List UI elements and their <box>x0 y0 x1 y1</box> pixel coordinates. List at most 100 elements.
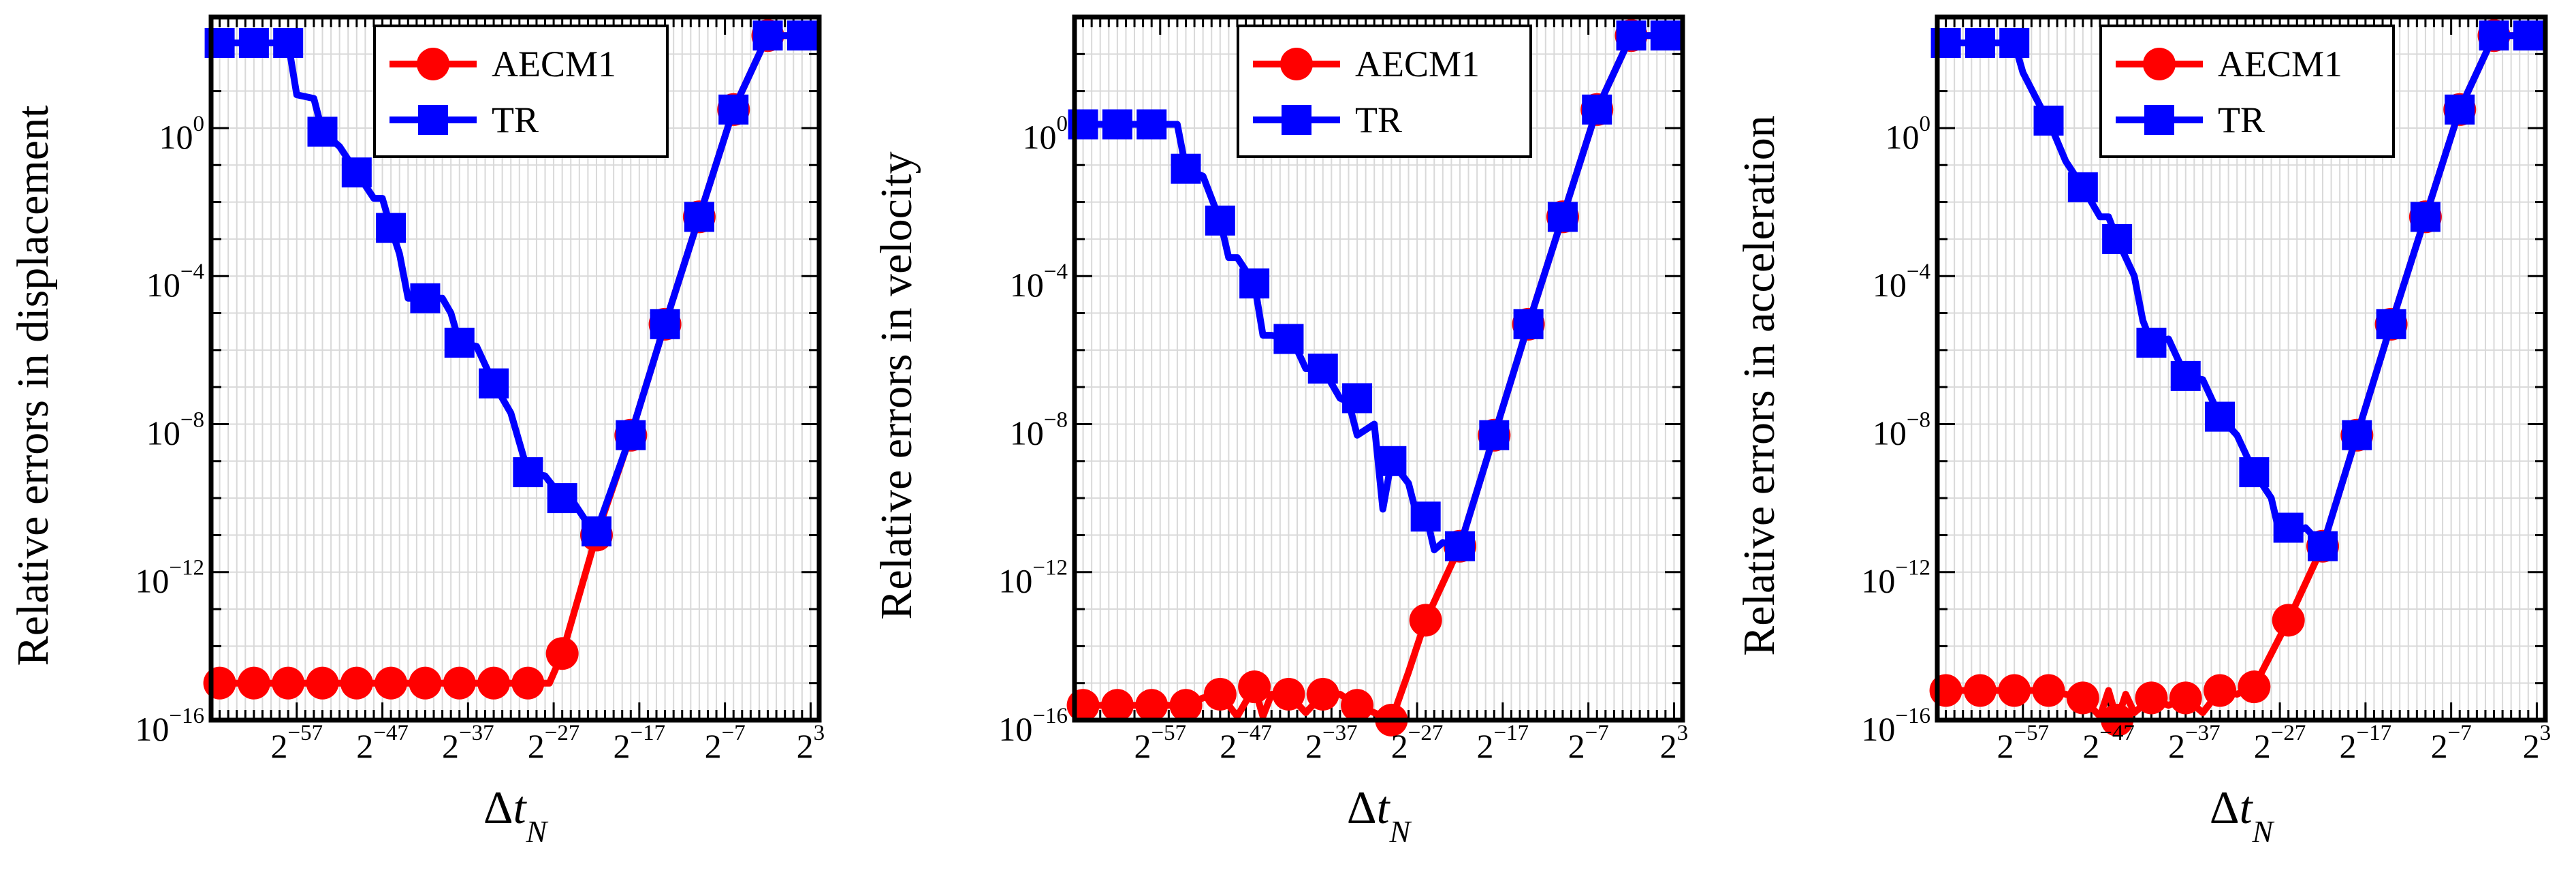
legend-marker-square <box>2144 105 2174 135</box>
data-point-aecm1 <box>237 666 270 700</box>
data-point-tr <box>307 117 338 147</box>
x-tick-label: 23 <box>797 721 825 765</box>
data-point-tr <box>650 309 680 339</box>
data-point-tr <box>616 420 646 450</box>
y-tick-label: 100 <box>1023 112 1068 156</box>
x-axis-label: ΔtN <box>483 781 549 849</box>
data-point-tr <box>2445 94 2475 125</box>
data-point-aecm1 <box>272 666 305 700</box>
y-tick-label: 10−12 <box>998 556 1068 600</box>
x-tick-label: 23 <box>1660 721 1689 765</box>
legend-marker-circle <box>417 48 449 80</box>
x-tick-label: 2−27 <box>1391 721 1444 765</box>
y-tick-label: 10−4 <box>1873 260 1930 304</box>
data-point-aecm1 <box>1135 689 1168 722</box>
y-tick-label: 10−8 <box>146 407 204 452</box>
data-point-aecm1 <box>1169 689 1203 722</box>
data-point-aecm1 <box>2238 670 2271 704</box>
data-point-tr <box>2376 309 2406 339</box>
data-point-tr <box>547 483 577 514</box>
y-tick-label: 10−4 <box>1010 260 1068 304</box>
data-point-tr <box>1650 20 1681 51</box>
legend-label: AECM1 <box>2218 44 2342 84</box>
series-tr <box>1068 20 1681 561</box>
data-point-aecm1 <box>2135 681 2168 715</box>
y-tick-label: 10−4 <box>146 260 204 304</box>
y-axis-label: Relative errors in acceleration <box>1734 115 1784 655</box>
x-tick-label: 23 <box>2523 721 2551 765</box>
x-axis-label: ΔtN <box>1347 781 1412 849</box>
legend: AECM1 TR <box>373 25 669 158</box>
legend-label: TR <box>2218 99 2265 140</box>
legend-marker-circle <box>2143 48 2176 80</box>
data-point-tr <box>1273 324 1304 354</box>
data-point-aecm1 <box>1929 674 1962 707</box>
y-tick-label: 10−12 <box>135 556 204 600</box>
data-point-tr <box>1582 94 1612 125</box>
grid <box>1937 16 2545 721</box>
data-point-tr <box>376 213 407 243</box>
data-point-aecm1 <box>443 666 476 700</box>
data-point-tr <box>410 283 441 313</box>
legend-label: TR <box>1355 99 1402 140</box>
series-tr <box>204 20 817 546</box>
data-point-tr <box>752 20 783 51</box>
data-point-aecm1 <box>203 666 236 700</box>
data-point-aecm1 <box>511 666 545 700</box>
data-point-tr <box>2136 327 2167 358</box>
chart-panel-3: 2−57 2−47 2−37 2−27 2−17 2−7 23 100 10−4 10−8 10−1… <box>1734 14 2551 849</box>
y-axis-label: Relative errors in velocity <box>872 151 921 619</box>
data-point-aecm1 <box>545 637 579 670</box>
data-point-tr <box>2170 360 2201 391</box>
y-tick-label: 10−8 <box>1873 407 1930 452</box>
x-axis-label: ΔtN <box>2210 781 2275 849</box>
data-point-aecm1 <box>2066 681 2099 715</box>
legend-label: AECM1 <box>492 44 616 84</box>
legend: AECM1 TR <box>2099 25 2395 158</box>
data-point-tr <box>1513 309 1544 339</box>
data-point-tr <box>2513 20 2543 51</box>
legend-entry-aecm1: AECM1 <box>2116 44 2342 84</box>
plot-frame <box>208 14 822 723</box>
data-point-tr <box>1999 28 2030 59</box>
data-point-tr <box>1171 153 1201 184</box>
data-point-tr <box>2273 512 2304 543</box>
y-tick-label: 10−12 <box>1861 556 1930 600</box>
data-point-aecm1 <box>1409 604 1442 637</box>
data-point-tr <box>1307 354 1338 384</box>
legend-entry-tr: TR <box>1253 99 1402 140</box>
x-tick-label: 2−47 <box>2082 721 2135 765</box>
x-tick-label: 2−17 <box>1477 721 1529 765</box>
data-point-aecm1 <box>340 666 373 700</box>
data-point-tr <box>1205 205 1235 236</box>
data-point-aecm1 <box>1066 689 1100 722</box>
data-point-tr <box>2307 531 2338 561</box>
data-point-tr <box>1239 268 1270 299</box>
plot-frame <box>1072 14 1685 723</box>
legend-entry-tr: TR <box>389 99 539 140</box>
data-point-tr <box>684 202 714 232</box>
x-tick-label: 2−37 <box>442 721 494 765</box>
data-point-tr <box>1444 531 1475 561</box>
y-axis-label: Relative errors in displacement <box>8 106 58 666</box>
x-tick-label: 2−57 <box>1134 721 1186 765</box>
plot-frame <box>1935 14 2548 723</box>
data-point-aecm1 <box>477 666 511 700</box>
data-point-tr <box>2033 106 2064 136</box>
data-point-tr <box>2410 202 2440 232</box>
y-tick-label: 10−16 <box>998 704 1068 748</box>
data-point-tr <box>1479 420 1510 450</box>
data-point-tr <box>1102 109 1132 140</box>
data-point-aecm1 <box>306 666 339 700</box>
data-point-tr <box>1965 28 1995 59</box>
y-tick-label: 100 <box>159 112 205 156</box>
data-point-aecm1 <box>1341 689 1374 722</box>
data-point-aecm1 <box>1963 674 1997 707</box>
data-point-tr <box>2479 20 2509 51</box>
legend: AECM1 TR <box>1237 25 1532 158</box>
data-point-tr <box>341 157 372 188</box>
x-tick-label: 2−37 <box>1305 721 1358 765</box>
data-point-aecm1 <box>2204 674 2237 707</box>
x-tick-label: 2−47 <box>1220 721 1272 765</box>
